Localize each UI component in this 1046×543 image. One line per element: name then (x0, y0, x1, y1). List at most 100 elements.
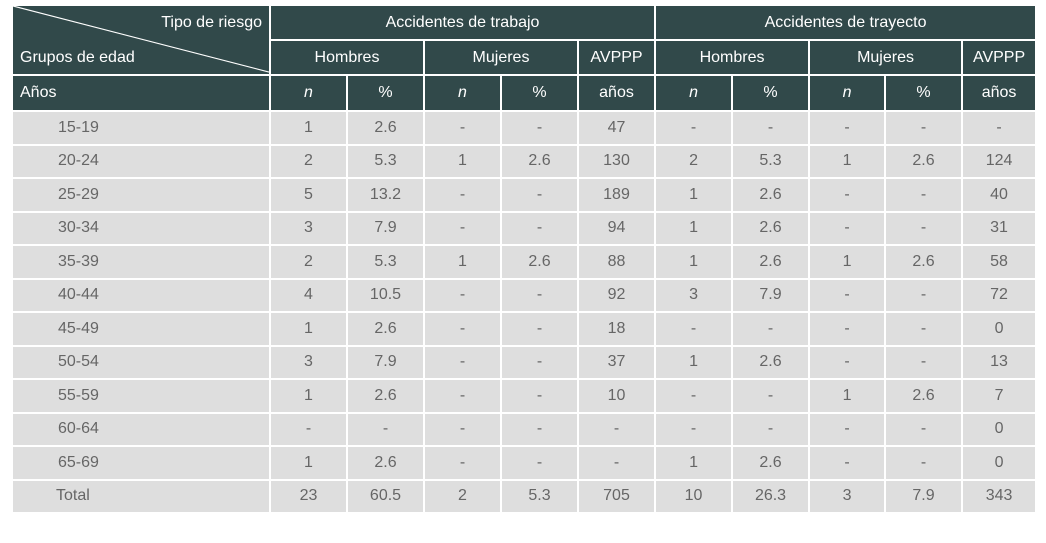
commute-men-n-cell: - (654, 378, 734, 414)
age-group-cell: 35-39 (11, 244, 271, 280)
table-row: 35-39 2 5.3 1 2.6 88 1 2.6 1 2.6 58 (11, 244, 1038, 280)
header-years-label: Años (11, 74, 271, 112)
work-men-pct-cell: 2.6 (346, 378, 425, 414)
commute-women-n-cell: - (808, 311, 887, 347)
work-men-pct-cell: 5.3 (346, 244, 425, 280)
work-women-n-cell: - (423, 344, 502, 380)
commute-avpp-years-cell: - (961, 110, 1038, 146)
commute-women-n-cell: - (808, 277, 887, 313)
work-men-pct-cell: 5.3 (346, 143, 425, 179)
work-women-pct-cell: 2.6 (500, 143, 579, 179)
work-men-pct-cell: 13.2 (346, 177, 425, 213)
table-row: 50-54 3 7.9- -37 1 2.6- -13 (11, 344, 1038, 380)
age-group-cell: 25-29 (11, 177, 271, 213)
work-men-n-cell: 3 (269, 344, 348, 380)
work-women-n-cell: - (423, 378, 502, 414)
header-unit-n: n (423, 74, 502, 112)
table-row: 60-64- - - - - - - - -0 (11, 411, 1038, 447)
header-unit-pct: % (500, 74, 579, 112)
commute-women-n-cell: - (808, 110, 887, 146)
work-women-n-cell: - (423, 110, 502, 146)
commute-men-n-cell: 3 (654, 277, 734, 313)
work-women-n-cell: - (423, 210, 502, 246)
header-risk-type-label: Tipo de riesgo (161, 14, 262, 31)
commute-men-n-cell: - (654, 110, 734, 146)
commute-men-pct-cell: 2.6 (731, 210, 811, 246)
work-men-n-cell: 5 (269, 177, 348, 213)
commute-men-n-cell: 10 (654, 478, 734, 514)
commute-men-n-cell: 1 (654, 344, 734, 380)
commute-avpp-years-cell: 0 (961, 445, 1038, 481)
work-women-pct-cell: - (500, 277, 579, 313)
work-women-pct-cell: - (500, 411, 579, 447)
commute-avpp-years-cell: 31 (961, 210, 1038, 246)
commute-women-pct-cell: - (884, 311, 964, 347)
header-unit-years: años (576, 74, 657, 112)
commute-women-n-cell: - (808, 411, 887, 447)
header-unit-n: n (808, 74, 887, 112)
commute-women-pct-cell: - (884, 210, 964, 246)
work-avpp-years-cell: 88 (576, 244, 657, 280)
table-row: 25-29 5 13.2- -189 1 2.6- -40 (11, 177, 1038, 213)
total-row: Total 23 60.5 2 5.3 705 10 26.3 3 7.9 343 (11, 478, 1038, 514)
header-commute-avpp: AVPPP (961, 39, 1038, 76)
work-men-pct-cell: 2.6 (346, 110, 425, 146)
commute-women-pct-cell: - (884, 411, 964, 447)
work-women-pct-cell: - (500, 177, 579, 213)
table-row: 20-24 2 5.3 1 2.6 130 2 5.3 1 2.6 124 (11, 143, 1038, 179)
work-men-n-cell: 2 (269, 244, 348, 280)
header-work-men: Hombres (269, 39, 425, 76)
commute-women-pct-cell: - (884, 344, 964, 380)
work-men-n-cell: 2 (269, 143, 348, 179)
work-women-pct-cell: - (500, 311, 579, 347)
age-group-cell: 15-19 (11, 110, 271, 146)
commute-avpp-years-cell: 0 (961, 311, 1038, 347)
commute-women-pct-cell: - (884, 110, 964, 146)
commute-women-n-cell: - (808, 177, 887, 213)
commute-women-pct-cell: 2.6 (884, 244, 964, 280)
commute-men-n-cell: 1 (654, 177, 734, 213)
commute-men-pct-cell: - (731, 110, 811, 146)
work-men-n-cell: 1 (269, 311, 348, 347)
age-group-cell: 40-44 (11, 277, 271, 313)
header-work-women: Mujeres (423, 39, 579, 76)
commute-men-pct-cell: - (731, 378, 811, 414)
age-group-cell: 60-64 (11, 411, 271, 447)
age-group-cell: 30-34 (11, 210, 271, 246)
header-unit-n: n (269, 74, 348, 112)
age-group-cell: Total (11, 478, 271, 514)
work-avpp-years-cell: - (576, 411, 657, 447)
work-men-n-cell: 3 (269, 210, 348, 246)
work-avpp-years-cell: - (576, 445, 657, 481)
accidents-table: Tipo de riesgo Grupos de edad Accidentes… (11, 4, 1038, 514)
header-corner-cell: Tipo de riesgo Grupos de edad (11, 4, 271, 76)
commute-men-n-cell: 1 (654, 244, 734, 280)
age-group-cell: 45-49 (11, 311, 271, 347)
work-women-pct-cell: - (500, 110, 579, 146)
work-men-n-cell: 4 (269, 277, 348, 313)
work-men-n-cell: 1 (269, 378, 348, 414)
work-men-pct-cell: 10.5 (346, 277, 425, 313)
commute-women-pct-cell: 2.6 (884, 143, 964, 179)
commute-avpp-years-cell: 343 (961, 478, 1038, 514)
age-group-cell: 55-59 (11, 378, 271, 414)
commute-men-n-cell: - (654, 411, 734, 447)
work-women-n-cell: - (423, 445, 502, 481)
age-group-cell: 20-24 (11, 143, 271, 179)
work-women-n-cell: - (423, 411, 502, 447)
work-women-n-cell: - (423, 177, 502, 213)
work-avpp-years-cell: 130 (576, 143, 657, 179)
work-avpp-years-cell: 37 (576, 344, 657, 380)
commute-avpp-years-cell: 13 (961, 344, 1038, 380)
header-row-groups: Tipo de riesgo Grupos de edad Accidentes… (11, 4, 1038, 76)
age-group-cell: 65-69 (11, 445, 271, 481)
work-women-pct-cell: 5.3 (500, 478, 579, 514)
header-row-sex: Hombres Mujeres AVPPP Hombres Mujeres AV… (12, 39, 1038, 76)
commute-men-n-cell: 1 (654, 210, 734, 246)
work-women-n-cell: - (423, 277, 502, 313)
header-commute-men: Hombres (654, 39, 811, 76)
commute-men-n-cell: 1 (654, 445, 734, 481)
header-unit-pct: % (884, 74, 964, 112)
commute-men-pct-cell: - (731, 411, 811, 447)
commute-women-n-cell: - (808, 445, 887, 481)
